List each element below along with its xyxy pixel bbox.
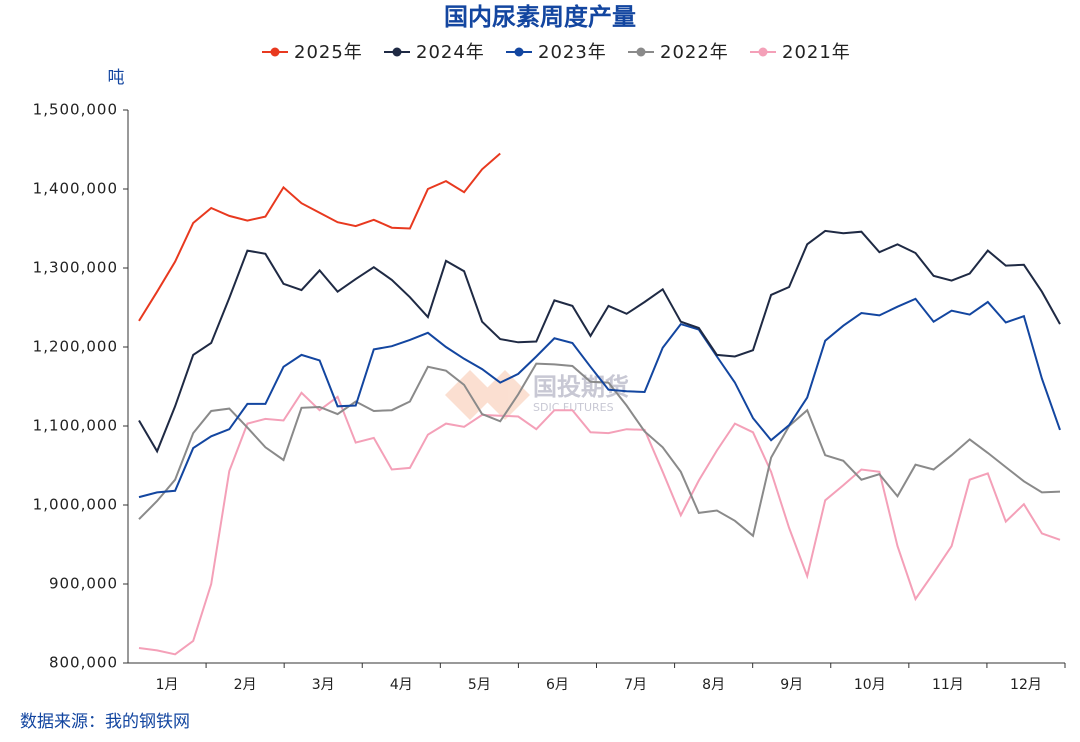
legend-marker (270, 47, 280, 57)
legend-marker (636, 47, 646, 57)
source: 数据来源：我的钢铁网 (20, 712, 190, 732)
y-tick-label: 1,200,000 (33, 338, 118, 356)
x-tick-label: 1月 (156, 677, 179, 693)
y-tick-label: 800,000 (49, 654, 118, 672)
legend-marker (514, 47, 524, 57)
y-tick-label: 1,400,000 (33, 180, 118, 198)
x-tick-label: 8月 (702, 677, 725, 693)
x-tick-label: 11月 (932, 677, 964, 693)
legend-label: 2025年 (294, 42, 363, 63)
legend-label: 2024年 (416, 42, 485, 63)
legend-label: 2023年 (538, 42, 607, 63)
chart-title: 国内尿素周度产量 (444, 3, 636, 31)
x-tick-label: 2月 (234, 677, 257, 693)
y-tick-label: 1,000,000 (33, 496, 118, 514)
legend-marker (392, 47, 402, 57)
x-tick-label: 6月 (546, 677, 569, 693)
x-tick-label: 10月 (854, 677, 886, 693)
x-tick-label: 5月 (468, 677, 491, 693)
series-line (138, 391, 1061, 656)
series-line (138, 297, 1061, 499)
legend-marker (758, 47, 768, 57)
x-tick-label: 12月 (1010, 677, 1042, 693)
series-line (138, 362, 1061, 538)
y-tick-label: 900,000 (49, 575, 118, 593)
watermark: 国投期货 (533, 373, 629, 401)
x-tick-label: 3月 (312, 677, 335, 693)
y-tick-label: 1,100,000 (33, 417, 118, 435)
legend-label: 2022年 (660, 42, 729, 63)
x-tick-label: 9月 (780, 677, 803, 693)
legend-label: 2021年 (782, 42, 851, 63)
series-line (138, 152, 501, 322)
series-line (138, 229, 1061, 454)
y-tick-label: 1,300,000 (33, 259, 118, 277)
y-tick-label: 1,500,000 (33, 101, 118, 119)
y-unit: 吨 (108, 68, 125, 88)
x-tick-label: 7月 (624, 677, 647, 693)
x-tick-label: 4月 (390, 677, 413, 693)
